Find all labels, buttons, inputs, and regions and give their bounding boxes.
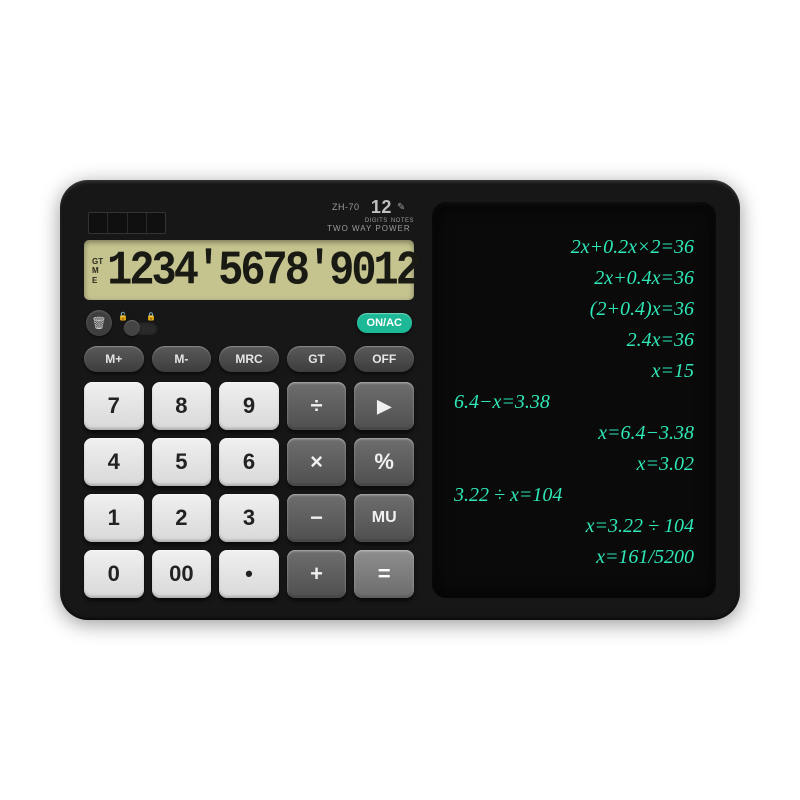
keypad: 7 8 9 ÷ ▶ 4 5 6 × % 1 2 3 − MU 0 00 • + … bbox=[84, 382, 414, 598]
clear-notes-button[interactable]: 🗑 bbox=[86, 310, 112, 336]
note-line: (2+0.4)x=36 bbox=[454, 294, 694, 325]
lcd-suffix: - bbox=[422, 262, 427, 280]
on-ac-button[interactable]: ON/AC bbox=[357, 313, 412, 333]
key-minus[interactable]: − bbox=[287, 494, 347, 542]
header-row: ZH-70 12 ✎ DIGITS NOTES TWO WAY POWER bbox=[84, 202, 414, 234]
key-7[interactable]: 7 bbox=[84, 382, 144, 430]
note-line: 6.4−x=3.38 bbox=[454, 387, 694, 418]
model-label: ZH-70 bbox=[332, 202, 360, 213]
memory-row: M+ M- MRC GT OFF bbox=[84, 346, 414, 372]
note-line: 2x+0.2x×2=36 bbox=[454, 232, 694, 263]
m-plus-button[interactable]: M+ bbox=[84, 346, 144, 372]
note-line: 2x+0.4x=36 bbox=[454, 263, 694, 294]
key-0[interactable]: 0 bbox=[84, 550, 144, 598]
unlock-icon: 🔓 bbox=[118, 312, 128, 321]
note-line: 3.22 ÷ x=104 bbox=[454, 480, 694, 511]
header-labels: ZH-70 12 ✎ DIGITS NOTES TWO WAY POWER bbox=[324, 197, 414, 234]
gt-button[interactable]: GT bbox=[287, 346, 347, 372]
note-line: x=161/5200 bbox=[454, 542, 694, 573]
m-minus-button[interactable]: M- bbox=[152, 346, 212, 372]
key-00[interactable]: 00 bbox=[152, 550, 212, 598]
digits-count: 12 bbox=[371, 197, 392, 219]
key-5[interactable]: 5 bbox=[152, 438, 212, 486]
key-divide[interactable]: ÷ bbox=[287, 382, 347, 430]
key-3[interactable]: 3 bbox=[219, 494, 279, 542]
pencil-icon: ✎ bbox=[397, 202, 406, 214]
mrc-button[interactable]: MRC bbox=[219, 346, 279, 372]
key-plus[interactable]: + bbox=[287, 550, 347, 598]
lcd-indicators: GT M E bbox=[92, 257, 103, 286]
key-percent[interactable]: % bbox=[354, 438, 414, 486]
note-line: x=15 bbox=[454, 356, 694, 387]
key-multiply[interactable]: × bbox=[287, 438, 347, 486]
arrow-right-icon: ▶ bbox=[377, 396, 391, 417]
lcd-indicator: M bbox=[92, 266, 103, 276]
note-line: 2.4x=36 bbox=[454, 325, 694, 356]
controls-row: 🗑 🔓 🔒 ON/AC bbox=[84, 310, 414, 336]
key-backspace[interactable]: ▶ bbox=[354, 382, 414, 430]
trash-icon: 🗑 bbox=[91, 316, 106, 330]
note-line: x=3.22 ÷ 104 bbox=[454, 511, 694, 542]
key-1[interactable]: 1 bbox=[84, 494, 144, 542]
key-equals[interactable]: = bbox=[354, 550, 414, 598]
lcd-display: GT M E 1234'5678'9012 - bbox=[84, 240, 414, 300]
key-6[interactable]: 6 bbox=[219, 438, 279, 486]
power-label: TWO WAY POWER bbox=[324, 224, 414, 234]
lock-icon: 🔒 bbox=[146, 312, 156, 321]
key-mu[interactable]: MU bbox=[354, 494, 414, 542]
lcd-indicator: E bbox=[92, 276, 103, 286]
key-4[interactable]: 4 bbox=[84, 438, 144, 486]
calculator-device: ZH-70 12 ✎ DIGITS NOTES TWO WAY POWER GT… bbox=[60, 180, 740, 620]
lock-switch[interactable] bbox=[122, 321, 158, 335]
note-line: x=6.4−3.38 bbox=[454, 418, 694, 449]
key-2[interactable]: 2 bbox=[152, 494, 212, 542]
off-button[interactable]: OFF bbox=[354, 346, 414, 372]
key-8[interactable]: 8 bbox=[152, 382, 212, 430]
lcd-indicator: GT bbox=[92, 257, 103, 267]
solar-panel bbox=[88, 212, 166, 234]
note-line: x=3.02 bbox=[454, 449, 694, 480]
key-9[interactable]: 9 bbox=[219, 382, 279, 430]
writing-tablet[interactable]: 2x+0.2x×2=36 2x+0.4x=36 (2+0.4)x=36 2.4x… bbox=[432, 202, 716, 598]
lcd-value: 1234'5678'9012 bbox=[107, 243, 418, 298]
calculator-panel: ZH-70 12 ✎ DIGITS NOTES TWO WAY POWER GT… bbox=[84, 202, 414, 598]
key-decimal[interactable]: • bbox=[219, 550, 279, 598]
